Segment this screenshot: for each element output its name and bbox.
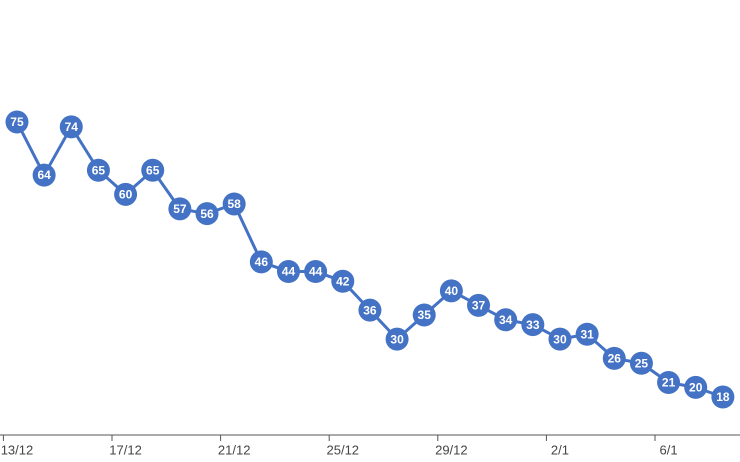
- point: [249, 250, 273, 274]
- point: [629, 351, 653, 375]
- point: [168, 197, 192, 221]
- point: [575, 322, 599, 346]
- point: [59, 115, 83, 139]
- point-label: 56: [200, 207, 214, 221]
- x-tick-label: 29/12: [435, 442, 468, 457]
- point: [5, 110, 29, 134]
- point: [494, 308, 518, 332]
- point-label: 30: [553, 332, 567, 346]
- point: [602, 346, 626, 370]
- point: [385, 327, 409, 351]
- point-label: 37: [472, 299, 486, 313]
- point: [331, 269, 355, 293]
- point: [222, 192, 246, 216]
- point-label: 33: [526, 318, 540, 332]
- point: [657, 371, 681, 395]
- point-label: 44: [309, 265, 323, 279]
- point-label: 75: [10, 115, 24, 129]
- point-label: 46: [255, 255, 269, 269]
- point-label: 40: [445, 284, 459, 298]
- point: [711, 385, 735, 409]
- point-label: 44: [282, 265, 296, 279]
- point: [195, 202, 219, 226]
- point: [86, 158, 110, 182]
- point-label: 34: [499, 313, 513, 327]
- x-tick-label: 17/12: [109, 442, 142, 457]
- x-tick-label: 2/1: [551, 442, 569, 457]
- point: [358, 298, 382, 322]
- point: [412, 303, 436, 327]
- point: [521, 313, 545, 337]
- point: [114, 182, 138, 206]
- point-label: 26: [608, 352, 622, 366]
- x-tick-label: 13/12: [1, 442, 34, 457]
- point-label: 25: [635, 356, 649, 370]
- point: [467, 293, 491, 317]
- point: [548, 327, 572, 351]
- x-tick-label: 6/1: [660, 442, 678, 457]
- point-label: 74: [65, 120, 79, 134]
- point-label: 57: [173, 202, 187, 216]
- x-tick-label: 25/12: [327, 442, 360, 457]
- point-label: 20: [689, 381, 703, 395]
- point-label: 35: [418, 308, 432, 322]
- point: [141, 158, 165, 182]
- point: [276, 260, 300, 284]
- point-label: 58: [227, 197, 241, 211]
- point-label: 64: [37, 168, 51, 182]
- point: [684, 375, 708, 399]
- point-label: 18: [716, 390, 730, 404]
- point-label: 21: [662, 376, 676, 390]
- point: [304, 260, 328, 284]
- point: [439, 279, 463, 303]
- point-label: 42: [336, 274, 350, 288]
- point-label: 31: [580, 327, 594, 341]
- point-label: 36: [363, 303, 377, 317]
- point-label: 60: [119, 188, 133, 202]
- point-label: 30: [390, 332, 404, 346]
- point: [32, 163, 56, 187]
- point-label: 65: [146, 163, 160, 177]
- x-tick-label: 21/12: [218, 442, 251, 457]
- point-label: 65: [92, 163, 106, 177]
